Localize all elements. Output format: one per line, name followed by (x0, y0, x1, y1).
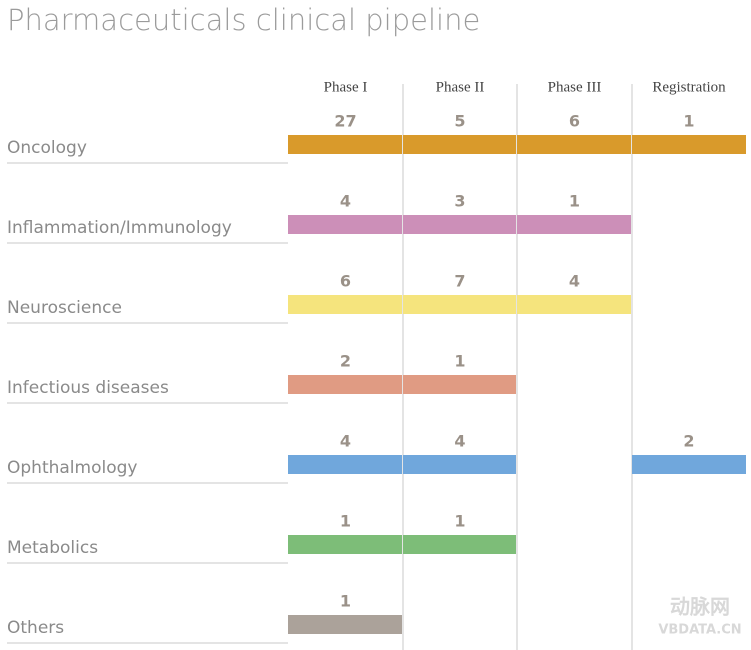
watermark-site: VBDATA.CN (658, 623, 741, 638)
count-label: 2 (340, 352, 351, 371)
pipeline-bar (403, 135, 516, 154)
pipeline-bar (288, 455, 402, 474)
pipeline-bar (288, 375, 402, 394)
pipeline-bar (403, 295, 516, 314)
phase-header: Registration (652, 79, 726, 95)
row-label: Neuroscience (7, 298, 122, 318)
count-label: 4 (569, 272, 580, 291)
count-label: 4 (340, 192, 351, 211)
count-label: 1 (454, 352, 465, 371)
watermark-brand: 动脉网 (670, 595, 730, 619)
row-label: Others (7, 618, 64, 638)
phase-header: Phase I (324, 79, 368, 95)
count-label: 1 (340, 512, 351, 531)
count-label: 27 (334, 112, 356, 131)
count-label: 1 (454, 512, 465, 531)
phase-header: Phase II (436, 79, 485, 95)
pipeline-bar (288, 215, 402, 234)
pipeline-bar (288, 295, 402, 314)
pipeline-bar (632, 455, 746, 474)
row-label: Infectious diseases (7, 378, 169, 398)
pipeline-bar (517, 135, 631, 154)
count-label: 1 (569, 192, 580, 211)
count-label: 5 (454, 112, 465, 131)
count-label: 1 (683, 112, 694, 131)
pipeline-bar (403, 455, 516, 474)
count-label: 2 (683, 432, 694, 451)
pipeline-bar (632, 135, 746, 154)
row-label: Ophthalmology (7, 458, 137, 478)
count-label: 4 (340, 432, 351, 451)
count-label: 6 (569, 112, 580, 131)
pipeline-bar (288, 615, 402, 634)
pipeline-bar (288, 535, 402, 554)
pipeline-bar (403, 375, 516, 394)
pipeline-bar (288, 135, 402, 154)
title: Pharmaceuticals clinical pipeline (7, 3, 480, 37)
row-label: Metabolics (7, 538, 98, 558)
count-label: 6 (340, 272, 351, 291)
count-label: 7 (454, 272, 465, 291)
phase-header: Phase III (548, 79, 602, 95)
count-label: 1 (340, 592, 351, 611)
row-label: Oncology (7, 138, 87, 158)
pipeline-bar (403, 535, 516, 554)
pipeline-bar (517, 215, 631, 234)
pipeline-bar (403, 215, 516, 234)
count-label: 4 (454, 432, 465, 451)
pipeline-bar (517, 295, 631, 314)
count-label: 3 (454, 192, 465, 211)
row-label: Inflammation/Immunology (7, 218, 232, 238)
